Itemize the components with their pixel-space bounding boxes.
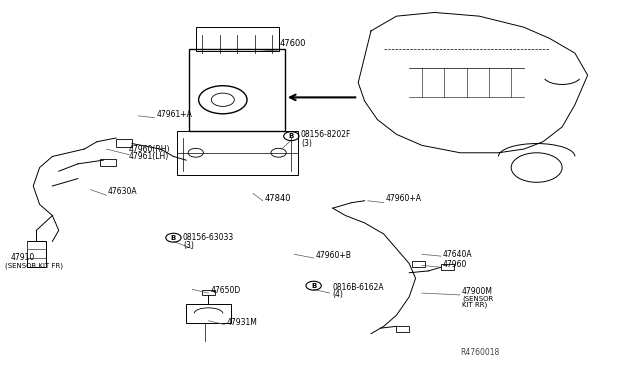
Bar xyxy=(396,326,409,332)
Text: R4760018: R4760018 xyxy=(460,348,499,357)
Bar xyxy=(441,264,454,270)
Text: 08156-63033: 08156-63033 xyxy=(183,233,234,242)
Text: 08156-8202F: 08156-8202F xyxy=(301,130,351,139)
Bar xyxy=(27,241,46,267)
Text: 47630A: 47630A xyxy=(108,187,138,196)
Text: 47961+A: 47961+A xyxy=(156,109,192,119)
Text: B: B xyxy=(311,283,316,289)
Text: (3): (3) xyxy=(183,241,194,250)
Text: (SENSOR KIT FR): (SENSOR KIT FR) xyxy=(4,262,63,269)
Bar xyxy=(196,27,278,51)
Text: 47650D: 47650D xyxy=(211,286,241,295)
Text: (3): (3) xyxy=(301,139,312,148)
Bar xyxy=(189,49,285,131)
Text: 0816B-6162A: 0816B-6162A xyxy=(333,283,385,292)
Text: 47960: 47960 xyxy=(443,260,467,269)
Bar xyxy=(100,159,116,166)
Bar xyxy=(202,291,215,295)
Bar xyxy=(186,304,231,323)
Bar xyxy=(116,139,132,147)
Text: (4): (4) xyxy=(333,291,344,299)
Text: 47900M: 47900M xyxy=(462,287,493,296)
Bar xyxy=(412,261,425,267)
Text: 47600: 47600 xyxy=(280,39,307,48)
Text: (SENSOR: (SENSOR xyxy=(462,295,493,302)
Text: 47640A: 47640A xyxy=(443,250,472,259)
Text: 47840: 47840 xyxy=(264,195,291,203)
Text: 47931M: 47931M xyxy=(227,318,257,327)
Text: 47960(RH): 47960(RH) xyxy=(129,145,170,154)
Text: 47960+A: 47960+A xyxy=(386,195,422,203)
Text: 47910: 47910 xyxy=(11,253,35,263)
Text: KIT RR): KIT RR) xyxy=(462,302,487,308)
Text: B: B xyxy=(171,235,176,241)
Text: 47960+B: 47960+B xyxy=(316,251,351,260)
Text: 47961(LH): 47961(LH) xyxy=(129,152,169,161)
Text: B: B xyxy=(289,133,294,139)
Bar xyxy=(177,131,298,175)
